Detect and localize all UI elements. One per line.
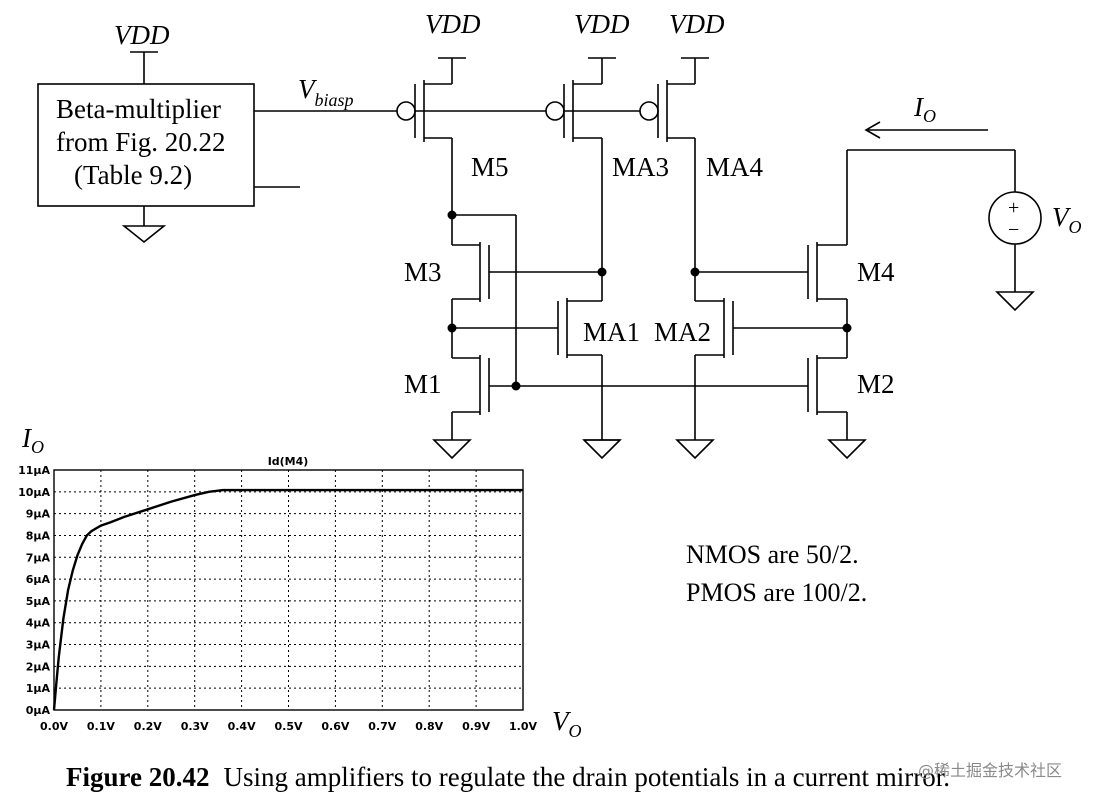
source-minus-sign: −	[1008, 219, 1019, 241]
ground-symbol	[432, 439, 472, 460]
watermark-text: @稀土掘金技术社区	[918, 761, 1063, 780]
source-plus-sign: +	[1008, 197, 1019, 219]
chart-x-tick-label: 0.2V	[134, 720, 162, 733]
chart-y-tick-label: 10µA	[18, 486, 50, 499]
chart-y-tick-label: 1µA	[26, 682, 51, 695]
chart-x-tick-label: 0.9V	[462, 720, 490, 733]
chart-y-tick-label: 6µA	[26, 573, 51, 586]
chart-y-tick-label: 7µA	[26, 551, 51, 564]
vo-label: VO	[1052, 202, 1082, 237]
chart-y-ticks: 0µA 1µA 2µA 3µA 4µA 5µA 6µA 7µA 8µA 9µA 10µA 11µA	[18, 464, 50, 717]
chart-y-tick-label: 9µA	[26, 508, 51, 521]
chart-x-tick-label: 0.4V	[228, 720, 256, 733]
id-m4-chart: 0.0V 0.1V 0.2V 0.3V 0.4V 0.5V 0.6V 0.7V 0.8V 0.9V…	[18, 455, 537, 733]
figure-caption-text: Using amplifiers to regulate the drain p…	[223, 762, 951, 792]
pmos-note: PMOS are 100/2.	[686, 578, 868, 607]
ground-symbol	[675, 439, 715, 460]
ma4-gate-bubble	[639, 101, 659, 121]
beta-multiplier-line1: Beta-multiplier	[56, 94, 221, 124]
ma3-gate-bubble	[545, 101, 565, 121]
ground-symbol	[121, 225, 167, 244]
ma3-label: MA3	[612, 152, 669, 182]
vbiasp-label: Vbiasp	[298, 74, 354, 110]
chart-series-line	[52, 488, 523, 711]
chart-title: Id(M4)	[268, 455, 309, 468]
ma1-label: MA1	[583, 317, 640, 347]
beta-multiplier-block	[37, 83, 255, 207]
junction-dots	[447, 210, 852, 391]
ground-symbol	[995, 291, 1035, 312]
chart-y-tick-label: 8µA	[26, 529, 51, 542]
chart-x-tick-label: 1.0V	[509, 720, 537, 733]
chart-y-tick-label: 5µA	[26, 595, 51, 608]
ground-symbol	[827, 439, 867, 460]
m2-label: M2	[857, 369, 895, 399]
m3-label: M3	[404, 257, 442, 287]
chart-y-tick-label: 11µA	[18, 464, 50, 477]
ground-symbol	[582, 439, 622, 460]
chart-x-tick-label: 0.7V	[368, 720, 396, 733]
beta-multiplier-line2: from Fig. 20.22	[56, 127, 226, 157]
vdd-label: VDD	[574, 9, 630, 39]
chart-y-tick-label: 2µA	[26, 660, 51, 673]
m1-label: M1	[404, 369, 442, 399]
m4-label: M4	[857, 257, 895, 287]
chart-ylabel: IO	[21, 423, 44, 457]
figure-number: Figure 20.42	[66, 762, 210, 792]
m5-label: M5	[471, 152, 509, 182]
chart-x-tick-label: 0.5V	[275, 720, 303, 733]
chart-x-tick-label: 0.0V	[40, 720, 68, 733]
vdd-label: VDD	[425, 9, 481, 39]
chart-y-tick-label: 0µA	[26, 704, 51, 717]
chart-x-tick-label: 0.1V	[87, 720, 115, 733]
chart-grid	[54, 470, 523, 710]
chart-x-ticks: 0.0V 0.1V 0.2V 0.3V 0.4V 0.5V 0.6V 0.7V 0.8V 0.9V…	[40, 720, 537, 733]
vdd-label: VDD	[114, 20, 170, 50]
chart-xlabel: VO	[552, 706, 582, 741]
figure-caption: Figure 20.42 Using amplifiers to regulate…	[66, 762, 950, 793]
m5-gate-bubble	[396, 101, 416, 121]
beta-multiplier-line3: (Table 9.2)	[74, 160, 192, 190]
ma2-label: MA2	[654, 317, 711, 347]
io-label: IO	[913, 92, 936, 126]
chart-x-tick-label: 0.8V	[415, 720, 443, 733]
chart-y-tick-label: 4µA	[26, 617, 51, 630]
chart-x-tick-label: 0.6V	[321, 720, 349, 733]
ma4-label: MA4	[706, 152, 764, 182]
chart-y-tick-label: 3µA	[26, 639, 51, 652]
chart-x-tick-label: 0.3V	[181, 720, 209, 733]
vdd-label: VDD	[669, 9, 725, 39]
nmos-note: NMOS are 50/2.	[686, 540, 859, 569]
